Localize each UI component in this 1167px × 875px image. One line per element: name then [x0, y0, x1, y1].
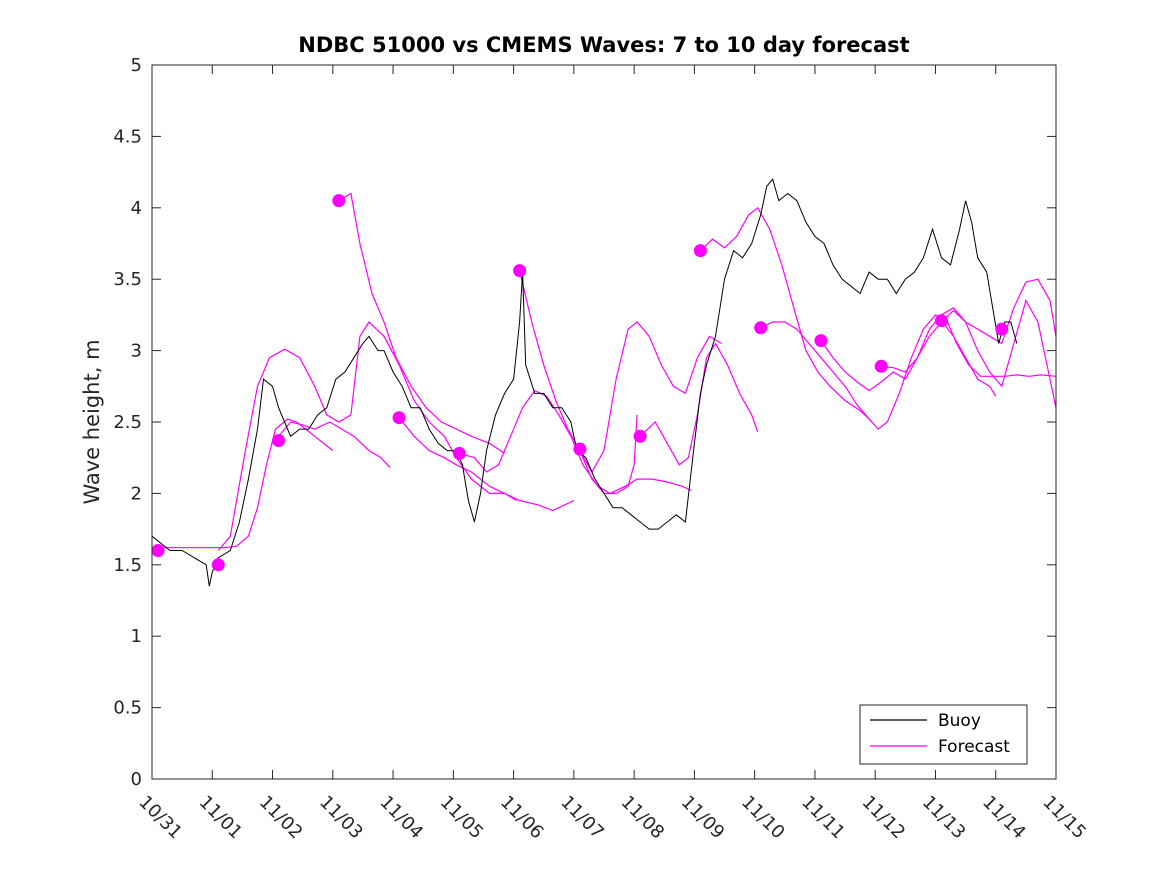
legend-label-forecast: Forecast — [938, 737, 1010, 757]
y-tick-label: 1.5 — [113, 555, 142, 576]
forecast-initial-marker — [633, 429, 647, 443]
y-axis-label: Wave height, m — [80, 339, 104, 504]
plot-frame — [151, 64, 1057, 780]
forecast-initial-marker — [874, 359, 888, 373]
legend-box — [859, 704, 1028, 765]
y-tick-label: 4 — [131, 198, 142, 219]
y-tick-label: 3 — [131, 341, 142, 362]
forecast-line — [278, 421, 391, 469]
chart-title: NDBC 51000 vs CMEMS Waves: 7 to 10 day f… — [298, 33, 909, 57]
y-tick-label: 3.5 — [113, 269, 142, 290]
forecast-line — [699, 206, 873, 423]
forecast-initial-marker — [934, 314, 948, 328]
y-tick-label: 0.5 — [113, 698, 142, 719]
forecast-line — [941, 320, 997, 397]
y-tick-label: 4.5 — [113, 126, 142, 147]
forecast-initial-marker — [452, 446, 466, 460]
forecast-line — [152, 418, 334, 549]
forecast-initial-marker — [814, 334, 828, 348]
legend-label-buoy: Buoy — [938, 711, 981, 731]
plot-area — [152, 65, 1056, 779]
series-layer — [151, 178, 1057, 587]
forecast-initial-marker — [272, 434, 286, 448]
forecast-initial-marker — [513, 264, 527, 278]
y-tick-label: 2 — [131, 483, 142, 504]
y-tick-label: 0 — [131, 769, 142, 790]
forecast-line — [519, 270, 638, 494]
forecast-initial-marker — [573, 442, 587, 456]
forecast-initial-marker — [392, 411, 406, 425]
forecast-initial-marker — [332, 194, 346, 208]
legend: Buoy Forecast — [859, 704, 1028, 765]
y-tick-label: 5 — [131, 55, 142, 76]
y-tick-label: 1 — [131, 626, 142, 647]
forecast-line — [398, 417, 575, 512]
forecast-initial-marker — [754, 321, 768, 335]
forecast-initial-marker — [211, 558, 225, 572]
forecast-initial-marker — [995, 322, 1009, 336]
forecast-line — [338, 192, 505, 454]
forecast-line — [579, 321, 722, 474]
y-tick-labels: 0 0.5 1 1.5 2 2.5 3 3.5 4 4.5 5 — [113, 55, 142, 790]
forecast-line — [760, 314, 1057, 430]
forecast-line — [217, 321, 517, 551]
y-tick-label: 2.5 — [113, 412, 142, 433]
forecast-initial-marker — [693, 244, 707, 258]
forecast-line — [881, 299, 1057, 408]
forecast-line — [459, 389, 692, 495]
forecast-initial-marker — [151, 544, 165, 558]
